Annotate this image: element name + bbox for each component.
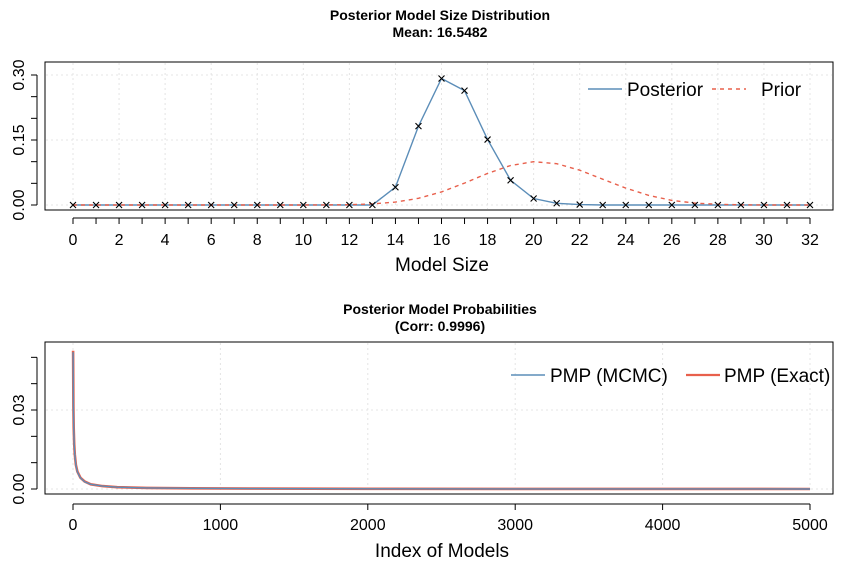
- data-point-marker: [599, 201, 607, 209]
- data-point-marker: [276, 201, 284, 209]
- data-point-marker: [806, 201, 814, 209]
- legend-pmp-mcmc-label: PMP (MCMC): [550, 366, 668, 387]
- x-tick-label: 4: [161, 232, 170, 249]
- x-tick-label: 28: [709, 232, 727, 249]
- data-point-marker: [184, 201, 192, 209]
- legend-prior-label: Prior: [761, 80, 802, 101]
- series-layer: [69, 75, 814, 209]
- y-tick-label: 0.00: [11, 473, 28, 504]
- y-tick-label: 0.30: [11, 59, 28, 90]
- x-axis: 0 1000 2000 3000 4000 5000: [69, 503, 828, 534]
- plot-frame: [44, 61, 834, 211]
- legend: Posterior Prior: [588, 80, 802, 101]
- data-point-marker: [392, 183, 399, 191]
- data-point-marker: [369, 201, 376, 209]
- data-point-marker: [691, 201, 699, 209]
- x-tick-label: 6: [207, 232, 216, 249]
- data-point-marker: [415, 122, 422, 130]
- data-point-marker: [230, 201, 238, 209]
- data-point-marker: [438, 75, 445, 82]
- legend-pmp-exact-label: PMP (Exact): [724, 366, 830, 387]
- chart-subtitle: Mean: 16.5482: [393, 24, 488, 40]
- data-point-marker: [553, 199, 561, 207]
- data-point-marker: [461, 87, 468, 94]
- chart-title: Posterior Model Probabilities: [343, 301, 537, 317]
- x-tick-label: 18: [479, 232, 497, 249]
- x-axis-label: Model Size: [395, 255, 489, 276]
- x-tick-label: 22: [571, 232, 589, 249]
- legend: PMP (MCMC) PMP (Exact): [511, 366, 830, 387]
- x-tick-label: 16: [433, 232, 451, 249]
- x-tick-label: 1000: [203, 517, 239, 534]
- series-layer: [71, 350, 811, 491]
- x-tick-label: 14: [387, 232, 405, 249]
- data-point-marker: [668, 201, 676, 209]
- data-point-marker: [760, 201, 768, 209]
- x-tick-label: 0: [69, 517, 78, 534]
- data-point-marker: [645, 201, 653, 209]
- y-axis: 0.00 0.03: [11, 356, 38, 505]
- x-tick-label: 26: [663, 232, 681, 249]
- data-point-marker: [138, 201, 146, 209]
- y-axis: 0.00 0.15 0.30: [11, 59, 38, 221]
- y-tick-label: 0.15: [11, 124, 28, 155]
- data-point-marker: [69, 201, 77, 209]
- x-tick-label: 10: [294, 232, 312, 249]
- data-point-marker: [714, 201, 722, 209]
- x-axis-label: Index of Models: [375, 541, 509, 562]
- data-point-marker: [253, 201, 261, 209]
- model-probabilities-chart: Posterior Model Probabilities (Corr: 0.9…: [11, 301, 834, 562]
- x-tick-label: 20: [525, 232, 543, 249]
- x-tick-label: 0: [69, 232, 78, 249]
- legend-posterior-label: Posterior: [627, 80, 704, 101]
- x-tick-label: 30: [755, 232, 773, 249]
- data-point-marker: [161, 201, 169, 209]
- data-point-marker: [783, 201, 791, 209]
- data-point-marker: [622, 201, 630, 209]
- data-point-marker: [299, 201, 307, 209]
- data-point-marker: [484, 136, 491, 143]
- data-point-marker: [737, 201, 745, 209]
- data-point-marker: [576, 201, 584, 208]
- chart-subtitle: (Corr: 0.9996): [395, 318, 485, 334]
- data-point-marker: [345, 201, 353, 209]
- data-point-marker: [507, 176, 514, 184]
- x-tick-label: 4000: [645, 517, 681, 534]
- series-line-pmp-mcmc: [72, 352, 811, 490]
- x-tick-label: 24: [617, 232, 635, 249]
- x-tick-label: 8: [253, 232, 262, 249]
- x-tick-label: 2: [115, 232, 124, 249]
- y-tick-label: 0.03: [11, 394, 28, 425]
- data-point-marker: [207, 201, 215, 209]
- x-tick-label: 12: [340, 232, 358, 249]
- series-line-pmp-exact: [71, 350, 811, 491]
- data-point-marker: [322, 201, 330, 209]
- x-tick-label: 3000: [497, 517, 533, 534]
- grid: [46, 343, 832, 493]
- data-point-marker: [530, 195, 538, 202]
- plot-frame: [44, 341, 834, 495]
- y-tick-label: 0.00: [11, 189, 28, 220]
- data-point-marker: [92, 201, 100, 209]
- model-size-chart: Posterior Model Size Distribution Mean: …: [11, 7, 834, 276]
- x-tick-label: 5000: [792, 517, 828, 534]
- x-axis: 0 2 4 6 8 10 12 14 16 18 20 22 24 26 28 30 32: [69, 217, 819, 249]
- data-point-marker: [115, 201, 123, 209]
- chart-title: Posterior Model Size Distribution: [330, 7, 550, 23]
- x-tick-label: 32: [801, 232, 819, 249]
- x-tick-label: 2000: [350, 517, 386, 534]
- series-line-prior: [73, 160, 810, 206]
